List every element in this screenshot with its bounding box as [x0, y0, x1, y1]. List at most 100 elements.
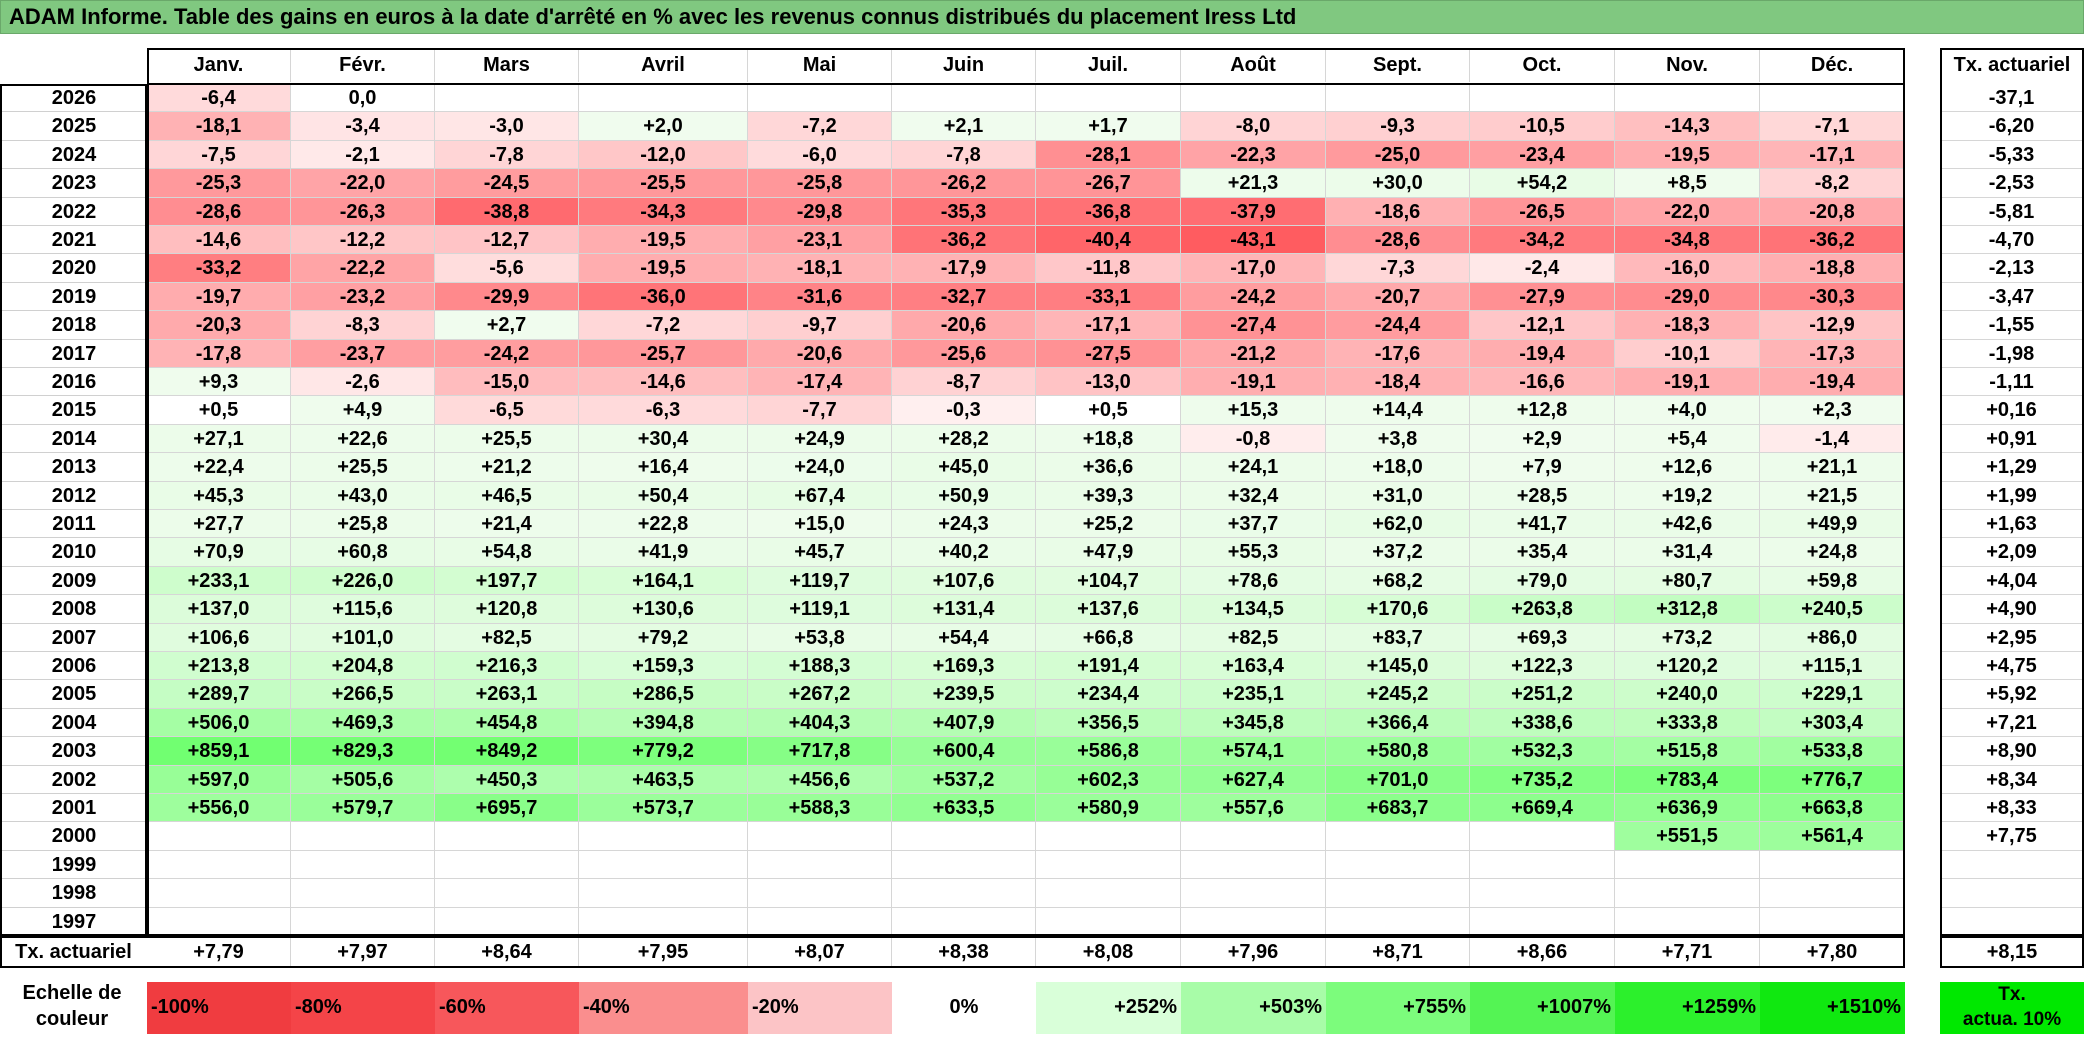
table-cell: +30,4 [579, 424, 748, 454]
table-cell: -28,1 [1036, 140, 1181, 170]
table-cell: -3,0 [435, 112, 579, 141]
table-cell: +68,2 [1326, 566, 1470, 596]
actuarial-rate-cell: +2,09 [1940, 538, 2084, 567]
table-cell: +15,0 [748, 510, 892, 539]
table-cell: +407,9 [892, 708, 1036, 738]
table-cell: +636,9 [1615, 794, 1760, 823]
table-cell: +235,1 [1181, 680, 1326, 709]
table-cell: -18,8 [1760, 254, 1905, 283]
table-cell: +25,2 [1036, 510, 1181, 539]
table-cell: -7,3 [1326, 254, 1470, 283]
table-cell: -17,9 [892, 254, 1036, 283]
table-cell: +36,6 [1036, 453, 1181, 482]
actuarial-rate-cell: -2,53 [1940, 169, 2084, 198]
table-cell: -19,1 [1181, 368, 1326, 397]
year-label: 2012 [0, 481, 147, 510]
table-cell [579, 822, 748, 851]
table-cell: +24,8 [1760, 538, 1905, 567]
table-cell [579, 907, 748, 936]
table-cell: +24,0 [748, 453, 892, 482]
table-cell [1760, 879, 1905, 908]
actuarial-rate-cell: +2,95 [1940, 623, 2084, 652]
table-cell: +79,2 [579, 623, 748, 652]
color-scale-actuarial-line2: actua. 10% [1962, 1009, 2062, 1030]
table-cell: +551,5 [1615, 822, 1760, 851]
table-cell: -34,8 [1615, 226, 1760, 255]
color-scale-actuarial-line1: Tx. [1998, 984, 2026, 1005]
table-cell: +73,2 [1615, 623, 1760, 652]
table-cell: +18,8 [1036, 424, 1181, 454]
table-cell: +27,1 [147, 424, 291, 454]
footer-cell: +8,08 [1036, 936, 1181, 968]
table-cell [748, 907, 892, 936]
table-cell: -28,6 [1326, 226, 1470, 255]
table-cell [1470, 850, 1615, 880]
table-cell: -10,1 [1615, 339, 1760, 368]
year-label: 2016 [0, 368, 147, 397]
color-scale-label-line1: Echelle de [22, 982, 122, 1004]
actuarial-rate-cell: -5,81 [1940, 197, 2084, 226]
month-header: Janv. [147, 48, 291, 82]
table-cell: +234,4 [1036, 680, 1181, 709]
table-cell: +216,3 [435, 652, 579, 681]
actuarial-rate-cell: +1,63 [1940, 510, 2084, 539]
table-cell: +49,9 [1760, 510, 1905, 539]
table-cell: +600,4 [892, 737, 1036, 766]
table-cell: +204,8 [291, 652, 435, 681]
table-cell: +289,7 [147, 680, 291, 709]
table-cell: -12,2 [291, 226, 435, 255]
table-cell [1036, 822, 1181, 851]
table-cell: -29,0 [1615, 282, 1760, 312]
table-cell: -18,4 [1326, 368, 1470, 397]
table-cell: -6,4 [147, 84, 291, 113]
table-cell: +83,7 [1326, 623, 1470, 652]
table-cell: -25,5 [579, 169, 748, 198]
table-cell: -2,1 [291, 140, 435, 170]
table-cell: -23,1 [748, 226, 892, 255]
table-cell: -35,3 [892, 197, 1036, 226]
table-cell: +267,2 [748, 680, 892, 709]
table-cell: -20,8 [1760, 197, 1905, 226]
header-divider [147, 83, 1905, 85]
table-cell: +240,5 [1760, 595, 1905, 624]
footer-cell: +8,71 [1326, 936, 1470, 968]
table-cell: +28,5 [1470, 481, 1615, 510]
table-cell: +163,4 [1181, 652, 1326, 681]
table-cell: +783,4 [1615, 765, 1760, 794]
year-label: 2003 [0, 737, 147, 766]
table-cell: +31,4 [1615, 538, 1760, 567]
table-cell: -6,0 [748, 140, 892, 170]
table-cell: -22,0 [291, 169, 435, 198]
table-cell: -11,8 [1036, 254, 1181, 283]
year-label: 2000 [0, 822, 147, 851]
table-cell: -19,5 [579, 254, 748, 283]
table-cell: +8,5 [1615, 169, 1760, 198]
table-cell: +588,3 [748, 794, 892, 823]
table-cell: +597,0 [147, 765, 291, 794]
table-cell: +0,5 [1036, 396, 1181, 425]
table-cell: -0,8 [1181, 424, 1326, 454]
table-cell: +454,8 [435, 708, 579, 738]
table-cell: -36,2 [892, 226, 1036, 255]
table-cell: +7,9 [1470, 453, 1615, 482]
table-cell [291, 850, 435, 880]
table-cell: +21,2 [435, 453, 579, 482]
footer-cell: +7,79 [147, 936, 291, 968]
table-cell: -36,0 [579, 282, 748, 312]
table-cell [1760, 84, 1905, 113]
table-cell: -26,2 [892, 169, 1036, 198]
year-label: 2019 [0, 282, 147, 312]
table-cell: -8,3 [291, 311, 435, 340]
table-cell: +312,8 [1615, 595, 1760, 624]
table-cell: +2,0 [579, 112, 748, 141]
table-cell: -37,9 [1181, 197, 1326, 226]
table-cell: +54,2 [1470, 169, 1615, 198]
table-cell: -36,2 [1760, 226, 1905, 255]
color-scale-step: -20% [748, 982, 892, 1034]
page-title: ADAM Informe. Table des gains en euros à… [0, 0, 2084, 34]
table-cell: +0,5 [147, 396, 291, 425]
table-cell: -12,9 [1760, 311, 1905, 340]
table-cell: +78,6 [1181, 566, 1326, 596]
table-cell: +39,3 [1036, 481, 1181, 510]
table-cell: -2,4 [1470, 254, 1615, 283]
